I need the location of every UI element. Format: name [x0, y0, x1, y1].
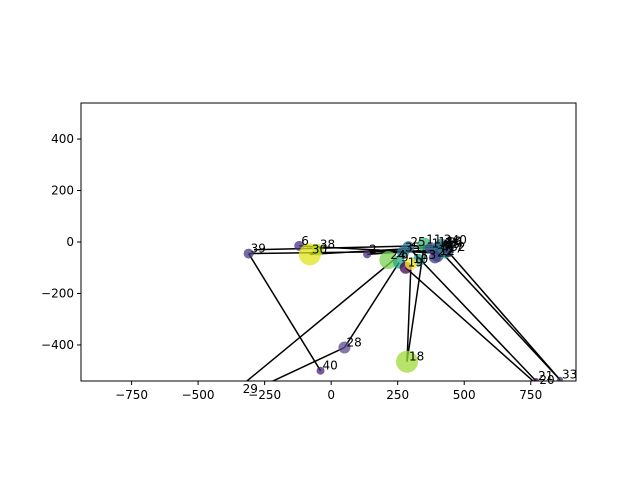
point-label-32: 20 — [539, 373, 554, 387]
data-point-1 — [243, 248, 254, 259]
y-axis: −400 −200 0 200 400 — [41, 132, 81, 352]
point-label-15: 4 — [441, 238, 449, 252]
x-tick-label-6: 750 — [519, 388, 542, 402]
point-label-26: 22 — [437, 245, 452, 259]
point-label-29: 18 — [409, 350, 424, 364]
data-point-29 — [396, 350, 419, 373]
point-label-11: 19 — [408, 256, 423, 270]
x-tick-label-1: −500 — [182, 388, 215, 402]
plot-area — [81, 103, 576, 381]
point-label-17: 7 — [444, 240, 452, 254]
edge-line-5 — [343, 262, 400, 348]
point-label-24: 40 — [452, 233, 467, 247]
edge-line-8 — [439, 250, 561, 381]
x-tick-label-3: 0 — [327, 388, 335, 402]
y-tick-label-0: −400 — [41, 338, 74, 352]
point-label-16: 5 — [442, 239, 450, 253]
data-point-27 — [338, 341, 351, 354]
data-point-4 — [363, 250, 372, 259]
point-label-7: 9 — [401, 251, 409, 265]
y-tick-label-1: −200 — [41, 286, 74, 300]
edge-line-11 — [405, 267, 535, 381]
edge-line-10 — [407, 246, 537, 381]
point-label-30: 33 — [562, 368, 577, 382]
edge-line-9 — [447, 251, 561, 381]
data-point-3 — [311, 243, 324, 256]
point-label-1: 39 — [251, 242, 266, 256]
edge-line-6 — [406, 263, 412, 362]
edge-line-4 — [248, 253, 322, 372]
point-label-28: 40 — [323, 359, 338, 373]
point-label-3: 38 — [320, 238, 335, 252]
point-label-13: 1 — [432, 236, 440, 250]
point-label-25: 3 — [444, 233, 452, 247]
point-label-10: 11 — [426, 233, 441, 247]
point-label-27: 28 — [346, 336, 361, 350]
y-tick-label-2: 0 — [66, 235, 74, 249]
data-point-31 — [533, 378, 540, 381]
point-label-22: 31 — [449, 236, 464, 250]
point-label-12: 10 — [413, 252, 428, 266]
edge-line-1 — [299, 245, 446, 255]
point-label-8: 25 — [410, 235, 425, 249]
point-label-5: 24 — [390, 248, 405, 262]
point-label-19: 15 — [445, 237, 460, 251]
edge-line-2 — [309, 246, 437, 256]
point-label-33: 29 — [243, 382, 258, 396]
y-tick-label-4: 400 — [51, 132, 74, 146]
point-label-31: 21 — [538, 369, 553, 383]
data-point-26 — [428, 251, 441, 264]
edge-line-12 — [271, 346, 345, 381]
y-tick-label-3: 200 — [51, 184, 74, 198]
point-label-20: 16 — [446, 235, 461, 249]
point-label-6: 35 — [405, 240, 420, 254]
point-label-0: 6 — [301, 234, 309, 248]
data-point-12 — [405, 257, 417, 270]
point-label-23: 32 — [450, 240, 465, 254]
point-label-4: 2 — [369, 242, 377, 256]
edge-line-14 — [253, 244, 450, 251]
point-label-21: 17 — [448, 242, 463, 256]
edge-line-13 — [245, 251, 404, 381]
point-label-14: 14 — [438, 235, 453, 249]
data-point-25 — [435, 238, 448, 251]
point-label-9: 13 — [421, 248, 436, 262]
data-point-5 — [379, 251, 398, 270]
point-label-2: 30 — [312, 242, 327, 256]
x-tick-label-4: 250 — [386, 388, 409, 402]
x-tick-label-0: −750 — [115, 388, 148, 402]
x-tick-label-5: 500 — [453, 388, 476, 402]
x-tick-label-2: −250 — [248, 388, 281, 402]
points-layer — [243, 237, 564, 381]
data-point-8 — [402, 241, 415, 254]
point-label-18: 12 — [440, 244, 455, 258]
data-point-28 — [316, 366, 325, 375]
x-axis: −750 −500 −250 0 250 500 750 — [115, 381, 542, 402]
data-point-30 — [557, 376, 564, 381]
